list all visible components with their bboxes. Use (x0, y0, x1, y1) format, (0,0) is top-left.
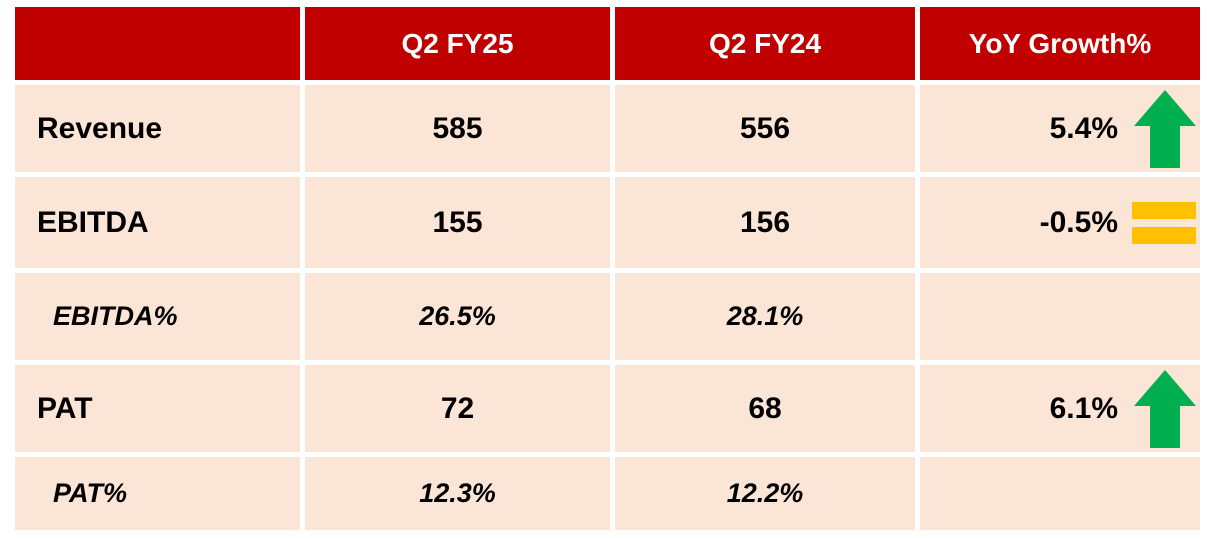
equal-sign (1132, 201, 1196, 244)
cell: 26.5% (305, 273, 610, 360)
growth-cell: 5.4% (920, 85, 1200, 172)
row-label: EBITDA% (15, 273, 300, 360)
column-header: YoY Growth% (920, 7, 1200, 80)
row-label: PAT% (15, 457, 300, 530)
header-corner (15, 7, 300, 80)
cell: 155 (305, 177, 610, 268)
growth-value: 5.4% (1049, 111, 1118, 145)
column-header: Q2 FY24 (615, 7, 915, 80)
cell: 68 (615, 365, 915, 452)
row-label: PAT (15, 365, 300, 452)
growth-cell: -0.5% (920, 177, 1200, 268)
up-arrow (1134, 369, 1196, 448)
growth-cell: 6.1% (920, 365, 1200, 452)
cell: 585 (305, 85, 610, 172)
row-label: EBITDA (15, 177, 300, 268)
cell: 156 (615, 177, 915, 268)
cell: 28.1% (615, 273, 915, 360)
empty-cell (920, 273, 1200, 360)
column-header: Q2 FY25 (305, 7, 610, 80)
results-table: Q2 FY25 Q2 FY24 YoY Growth% Revenue 585 … (15, 7, 1200, 530)
growth-value: 6.1% (1049, 391, 1118, 425)
empty-cell (920, 457, 1200, 530)
growth-value: -0.5% (1039, 205, 1118, 239)
cell: 12.2% (615, 457, 915, 530)
up-arrow (1134, 89, 1196, 168)
cell: 12.3% (305, 457, 610, 530)
cell: 72 (305, 365, 610, 452)
row-label: Revenue (15, 85, 300, 172)
cell: 556 (615, 85, 915, 172)
